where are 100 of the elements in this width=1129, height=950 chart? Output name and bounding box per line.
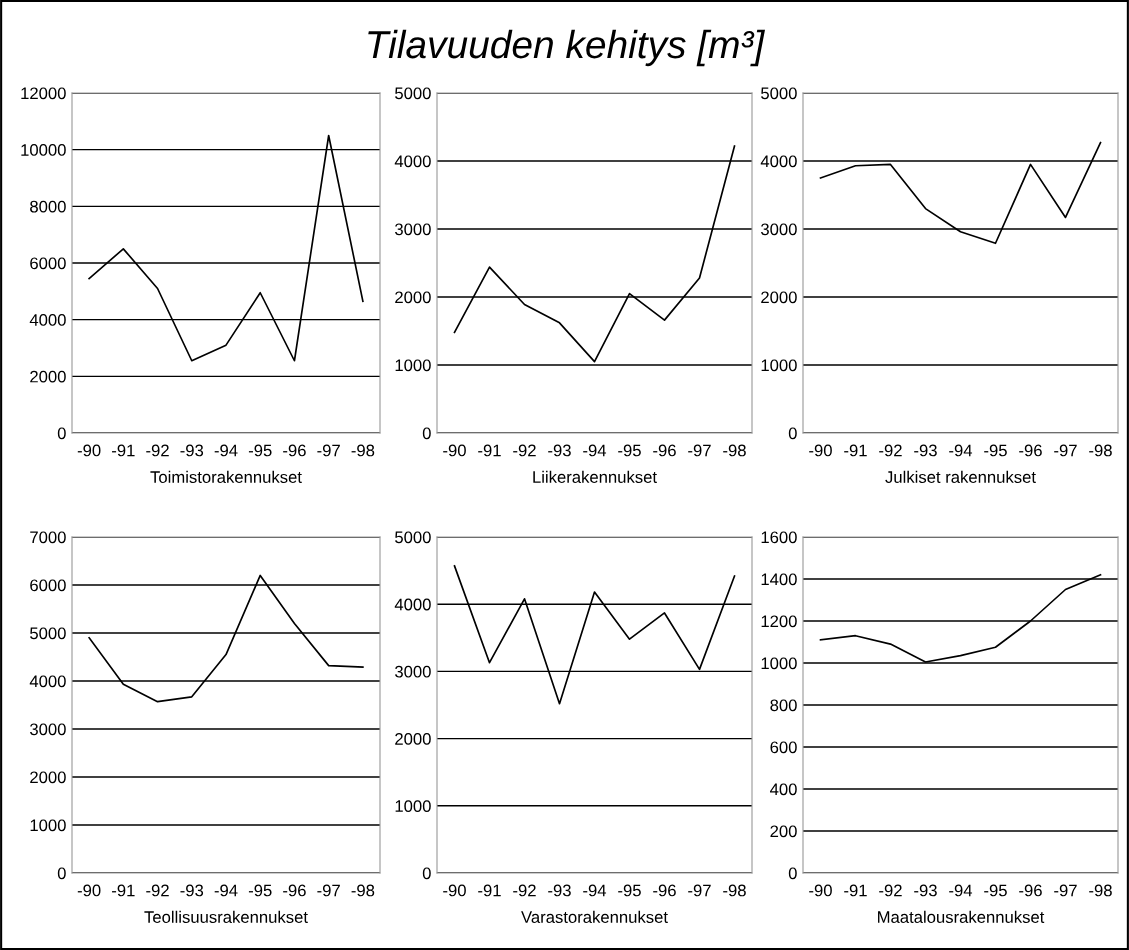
x-tick-label: -91 [112, 884, 135, 897]
y-tick-label: 1000 [395, 359, 431, 372]
y-tick-label: 5000 [395, 87, 431, 100]
x-tick-label: -91 [844, 884, 867, 897]
x-tick-label: -94 [214, 884, 238, 897]
y-tick-label: 1000 [395, 800, 431, 812]
x-tick-label: -95 [248, 884, 272, 897]
x-tick-label: -90 [77, 884, 101, 897]
y-tick-label: 2000 [395, 291, 431, 304]
x-tick-label: -96 [283, 884, 306, 897]
x-tick-label: -94 [583, 884, 607, 897]
x-tick-label: -95 [618, 884, 641, 897]
x-tick-label: -93 [914, 444, 937, 457]
x-tick-label: -90 [809, 444, 832, 457]
y-tick-label: 6000 [30, 579, 66, 592]
x-tick-label: -98 [1089, 884, 1112, 897]
x-tick-label: -93 [548, 884, 571, 897]
x-tick-label: -98 [351, 444, 375, 457]
y-tick-label: 1200 [761, 615, 797, 628]
y-tick-label: 3000 [395, 223, 431, 236]
y-tick-label: 5000 [30, 627, 66, 640]
x-tick-label: -90 [443, 444, 466, 457]
y-tick-label: 5000 [761, 87, 797, 100]
y-tick-label: 4000 [760, 155, 797, 168]
y-tick-label: 2000 [30, 771, 66, 784]
x-tick-label: -92 [513, 444, 536, 457]
x-tick-label: -97 [688, 444, 711, 457]
x-tick-label: -94 [949, 884, 973, 897]
y-tick-label: 10000 [21, 144, 66, 156]
x-tick-label: -91 [844, 444, 867, 457]
y-tick-label: 4000 [394, 598, 431, 611]
x-tick-label: -91 [478, 884, 501, 897]
x-tick-label: -93 [180, 444, 204, 457]
x-tick-label: -94 [583, 444, 607, 457]
x-tick-label: -98 [1089, 444, 1112, 457]
y-tick-label: 0 [422, 427, 431, 440]
x-tick-label: -96 [653, 444, 676, 457]
x-axis-title: Julkiset rakennukset [885, 470, 1036, 483]
y-tick-label: 1000 [761, 657, 797, 670]
y-tick-label: 2000 [30, 370, 66, 383]
x-axis-title: Varastorakennukset [521, 910, 668, 923]
x-tick-label: -96 [1019, 884, 1042, 897]
y-tick-label: 12000 [21, 87, 66, 100]
x-tick-label: -94 [949, 444, 973, 457]
x-tick-label: -90 [77, 444, 101, 457]
y-tick-label: 5000 [395, 531, 431, 544]
x-tick-label: -95 [984, 444, 1007, 457]
y-tick-label: 200 [770, 825, 797, 838]
x-tick-label: -91 [478, 444, 501, 457]
y-tick-label: 8000 [30, 200, 66, 213]
x-tick-label: -92 [146, 444, 169, 457]
x-tick-label: -92 [879, 884, 902, 897]
y-tick-label: 800 [770, 699, 797, 712]
x-axis-title: Maatalousrakennukset [878, 910, 1045, 923]
x-tick-label: -98 [351, 884, 375, 897]
x-tick-label: -92 [879, 444, 902, 457]
text: Tilavuuden kehitys [m³] [368, 29, 766, 67]
x-tick-label: -96 [283, 444, 306, 457]
y-tick-label: 3000 [395, 665, 431, 678]
y-tick-label: 4000 [394, 155, 431, 168]
x-tick-label: -92 [513, 884, 536, 897]
y-tick-label: 0 [788, 427, 797, 440]
y-tick-label: 2000 [395, 733, 431, 745]
x-tick-label: -90 [809, 884, 832, 897]
x-tick-label: -95 [248, 444, 272, 457]
x-tick-label: -97 [1054, 444, 1077, 457]
y-tick-label: 4000 [29, 675, 66, 688]
y-tick-label: 0 [422, 867, 431, 880]
x-tick-label: -91 [112, 444, 135, 457]
x-axis-title: Toimistorakennukset [150, 470, 302, 483]
x-tick-label: -96 [1019, 444, 1042, 457]
y-tick-label: 1400 [761, 573, 797, 586]
x-tick-label: -97 [688, 884, 711, 897]
y-tick-label: 600 [770, 741, 797, 754]
x-tick-label: -93 [548, 444, 571, 457]
x-tick-label: -95 [984, 884, 1007, 897]
x-tick-label: -93 [914, 884, 937, 897]
x-tick-label: -97 [317, 444, 340, 457]
y-tick-label: 6000 [30, 257, 66, 270]
x-tick-label: -94 [214, 444, 238, 457]
y-tick-label: 4000 [29, 314, 66, 326]
x-tick-label: -97 [1054, 884, 1077, 897]
y-tick-label: 0 [57, 867, 66, 880]
x-tick-label: -92 [146, 884, 169, 897]
x-tick-label: -97 [317, 884, 340, 897]
x-tick-label: -93 [180, 884, 204, 897]
y-tick-label: 3000 [761, 223, 797, 236]
x-axis-title: Teollisuusrakennukset [144, 910, 308, 923]
x-tick-label: -95 [618, 444, 641, 457]
x-tick-label: -98 [723, 444, 746, 457]
y-tick-label: 1000 [761, 359, 797, 372]
y-tick-label: 7000 [30, 531, 66, 544]
x-tick-label: -90 [443, 884, 466, 897]
y-tick-label: 0 [57, 427, 66, 440]
y-tick-label: 400 [770, 783, 797, 796]
x-axis-title: Liikerakennukset [533, 470, 657, 483]
x-tick-label: -98 [723, 884, 746, 897]
x-tick-label: -96 [653, 884, 676, 897]
y-tick-label: 1000 [30, 819, 66, 832]
y-tick-label: 2000 [761, 291, 797, 304]
